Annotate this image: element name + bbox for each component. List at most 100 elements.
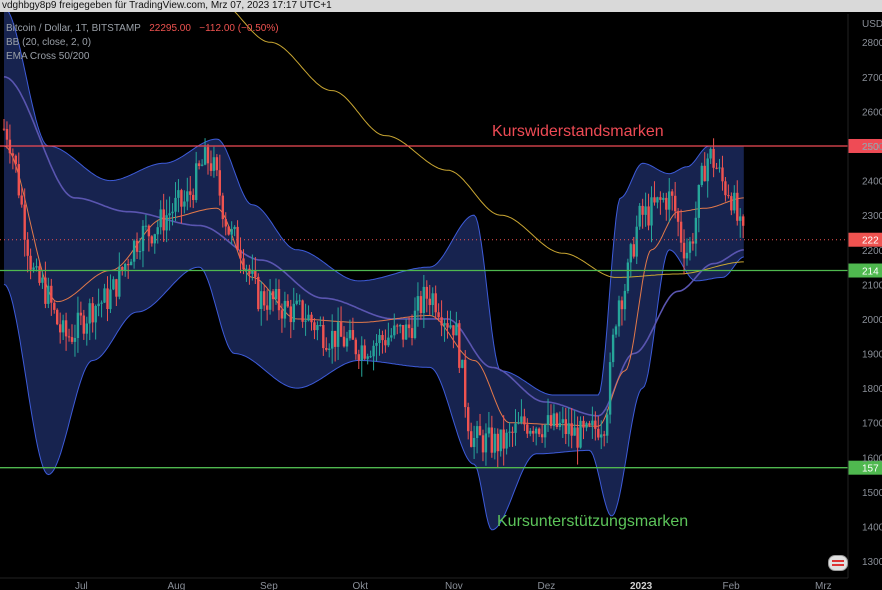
candle-body <box>384 340 387 346</box>
candle-body <box>23 204 26 240</box>
candle-body <box>682 242 686 259</box>
candle-body <box>212 157 216 171</box>
candle-body <box>697 185 700 218</box>
candle-body <box>404 324 408 340</box>
candle-body <box>582 420 585 428</box>
candle-body <box>180 190 183 207</box>
candle-body <box>703 165 706 182</box>
candle-body <box>106 288 109 309</box>
candle-body <box>623 290 627 310</box>
candle-body <box>419 296 423 313</box>
candle-body <box>635 226 638 257</box>
candle-body <box>135 240 139 252</box>
candle-body <box>64 320 68 337</box>
candle-body <box>174 197 177 212</box>
candle-body <box>363 345 366 359</box>
last-price-label: 222 <box>862 236 879 247</box>
price-tick-label: 1500 <box>862 488 882 499</box>
candle-body <box>526 424 529 434</box>
candle-body <box>227 226 230 235</box>
candle-body <box>195 163 198 200</box>
candle-body <box>505 432 508 449</box>
price-tick-label: 1700 <box>862 419 882 430</box>
candle-body <box>307 314 310 321</box>
candle-body <box>407 324 411 329</box>
level-price-tag <box>848 138 882 153</box>
candle-body <box>251 270 254 274</box>
candle-body <box>186 191 189 202</box>
candle-body <box>490 427 493 453</box>
candle-body <box>375 343 378 346</box>
candle-body <box>514 423 517 433</box>
time-tick-label: Dez <box>538 581 556 590</box>
support-annotation: Kursunterstützungsmarken <box>497 513 689 530</box>
candle-body <box>17 164 20 196</box>
price-tick-label: 2700 <box>862 73 882 84</box>
candle-body <box>585 423 588 428</box>
price-tick-label: 2400 <box>862 177 882 188</box>
candle-body <box>659 197 662 200</box>
legend-price: 22295.00 <box>149 23 191 34</box>
candle-body <box>70 337 74 342</box>
candle-body <box>431 293 434 305</box>
candle-body <box>292 303 295 323</box>
candle-body <box>650 197 653 226</box>
candle-body <box>67 336 71 338</box>
candle-body <box>141 225 145 252</box>
candle-body <box>336 322 340 347</box>
candle-body <box>437 312 440 318</box>
share-header-text: vdghbgy8p9 freigegeben für TradingView.c… <box>2 0 332 11</box>
legend-ema[interactable]: EMA Cross 50/200 <box>6 51 90 62</box>
candle-body <box>712 149 715 168</box>
candle-body <box>597 428 600 438</box>
candle-body <box>632 244 635 257</box>
ema50-line <box>3 76 744 417</box>
price-tick-label: 2800 <box>862 38 882 49</box>
legend-symbol: Bitcoin / Dollar, 1T, BITSTAMP <box>6 23 141 34</box>
candle-body <box>200 164 204 166</box>
us-flag-icon[interactable] <box>828 555 848 571</box>
candle-body <box>289 306 292 323</box>
time-tick-label: Nov <box>445 581 463 590</box>
candle-body <box>387 337 390 346</box>
candle-body <box>197 163 201 166</box>
candle-body <box>221 195 224 220</box>
candle-body <box>626 262 630 291</box>
candle-body <box>641 205 644 215</box>
candle-body <box>168 213 171 216</box>
candle-body <box>532 430 535 434</box>
candle-body <box>715 167 718 169</box>
candle-body <box>549 415 553 426</box>
candle-body <box>676 211 680 222</box>
legend-bb[interactable]: BB (20, close, 2, 0) <box>6 37 92 48</box>
time-tick-label: Feb <box>723 581 741 590</box>
candle-body <box>274 289 278 300</box>
candle-body <box>487 427 491 434</box>
candle-body <box>100 302 103 304</box>
candle-body <box>304 320 307 322</box>
candle-body <box>61 320 65 333</box>
candle-body <box>357 354 360 361</box>
candle-body <box>322 325 325 349</box>
price-levels: 250 214 157 222 <box>0 138 882 475</box>
candle-body <box>742 216 745 226</box>
candle-body <box>378 335 381 343</box>
candle-body <box>546 415 550 425</box>
candle-body <box>470 431 473 447</box>
candle-body <box>588 423 591 425</box>
candle-body <box>206 147 210 164</box>
candle-body <box>573 427 576 436</box>
candle-body <box>452 325 455 336</box>
candle-body <box>236 226 239 250</box>
candle-body <box>718 167 721 169</box>
candle-body <box>47 285 50 304</box>
candle-body <box>209 163 213 171</box>
candle-body <box>455 323 458 336</box>
candle-body <box>35 266 38 268</box>
candle-body <box>183 201 186 207</box>
price-chart[interactable]: 250 214 157 222 USD 1300 1400 1500 1600 1700 1800… <box>0 12 882 590</box>
candle-body <box>700 165 703 185</box>
candle-body <box>44 277 47 304</box>
candle-body <box>348 330 352 339</box>
candle-body <box>381 335 384 341</box>
